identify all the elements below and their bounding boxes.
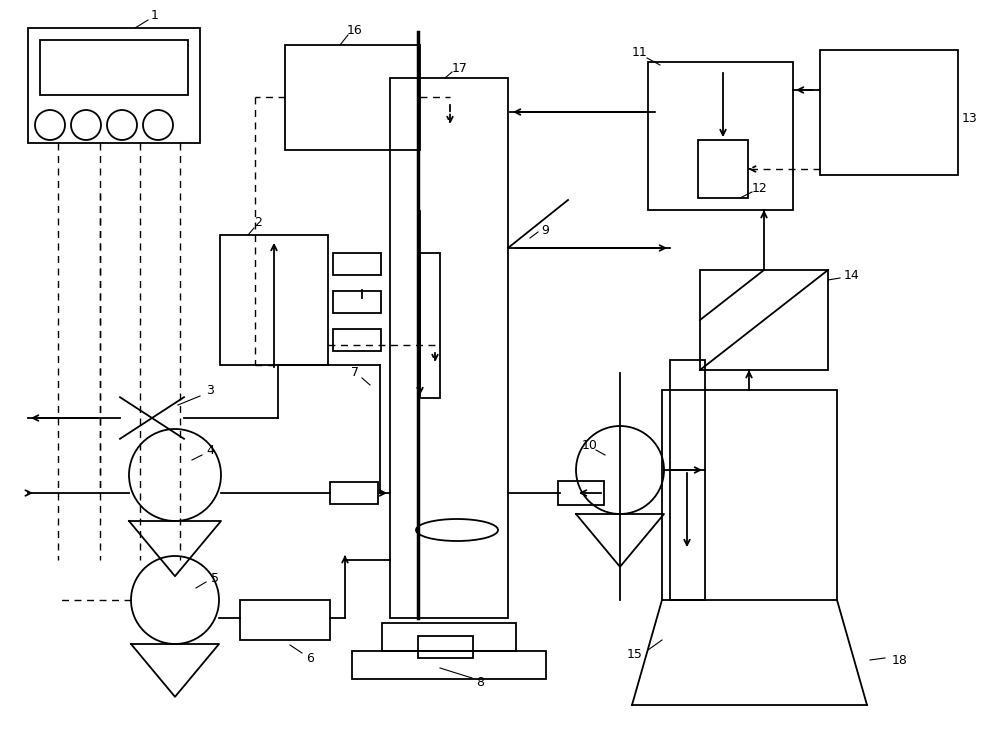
Bar: [240, 600, 330, 640]
Bar: [698, 140, 748, 198]
Text: 14: 14: [844, 269, 860, 281]
Bar: [352, 651, 546, 679]
Bar: [670, 360, 705, 600]
Text: 6: 6: [306, 652, 314, 664]
Bar: [700, 270, 828, 370]
Bar: [333, 253, 381, 275]
Bar: [648, 62, 793, 210]
Bar: [220, 235, 328, 365]
Bar: [820, 50, 958, 175]
Bar: [662, 390, 837, 600]
Text: 1: 1: [151, 8, 159, 22]
Bar: [333, 329, 381, 351]
Text: 9: 9: [541, 223, 549, 237]
Text: 3: 3: [206, 383, 214, 397]
Bar: [558, 481, 604, 505]
Bar: [390, 78, 508, 618]
Text: 12: 12: [752, 182, 768, 194]
Text: 2: 2: [254, 216, 262, 228]
Bar: [418, 636, 473, 658]
Text: 15: 15: [627, 649, 643, 661]
Text: 18: 18: [892, 653, 908, 667]
Text: 5: 5: [211, 571, 219, 585]
Bar: [28, 28, 200, 143]
Bar: [40, 40, 188, 95]
Text: 13: 13: [962, 112, 978, 124]
Bar: [382, 623, 516, 651]
Text: 8: 8: [476, 676, 484, 688]
Text: 4: 4: [206, 443, 214, 457]
Text: 11: 11: [632, 45, 648, 59]
Bar: [420, 253, 440, 398]
Text: 17: 17: [452, 62, 468, 74]
Bar: [333, 291, 381, 313]
Bar: [285, 45, 420, 150]
Text: 7: 7: [351, 365, 359, 379]
Text: 10: 10: [582, 438, 598, 452]
Bar: [330, 482, 378, 504]
Text: 16: 16: [347, 24, 363, 36]
